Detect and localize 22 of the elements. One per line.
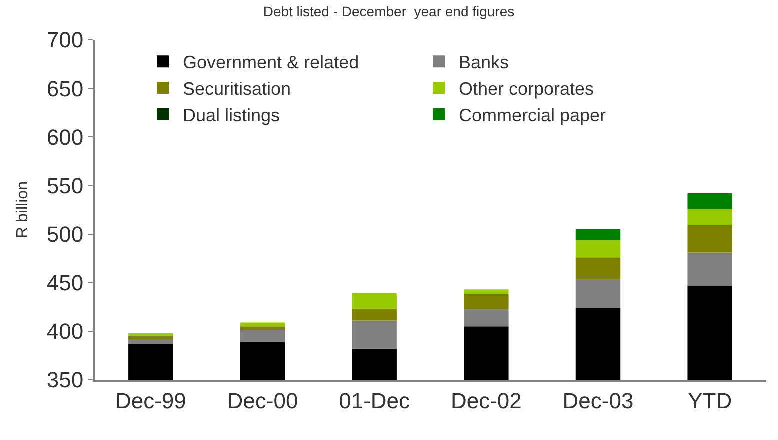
legend-label: Commercial paper	[459, 105, 606, 126]
y-tick-label: 400	[46, 319, 84, 344]
y-tick-label: 700	[46, 28, 84, 53]
chart-title: Debt listed - December year end figures	[263, 3, 515, 20]
y-tick-label: 450	[46, 270, 84, 296]
y-axis-title: R billion	[14, 182, 32, 238]
x-tick-label: 01-Dec	[339, 388, 410, 414]
y-tick-label: 550	[46, 173, 84, 198]
legend-label: Government & related	[183, 52, 360, 73]
legend-label: Banks	[459, 52, 510, 73]
legend-label: Securitisation	[183, 79, 292, 100]
y-tick-label: 650	[46, 76, 84, 102]
x-tick-label: YTD	[688, 388, 732, 414]
x-tick-label: Dec-00	[227, 388, 298, 414]
legend-label: Other corporates	[459, 79, 594, 100]
x-tick-label: Dec-99	[115, 388, 186, 414]
y-tick-label: 350	[46, 368, 84, 393]
x-tick-label: Dec-02	[450, 388, 522, 414]
legend-label: Dual listings	[183, 105, 280, 126]
x-tick-label: Dec-03	[562, 388, 634, 414]
y-tick-label: 600	[46, 124, 84, 150]
y-tick-label: 500	[46, 222, 84, 247]
